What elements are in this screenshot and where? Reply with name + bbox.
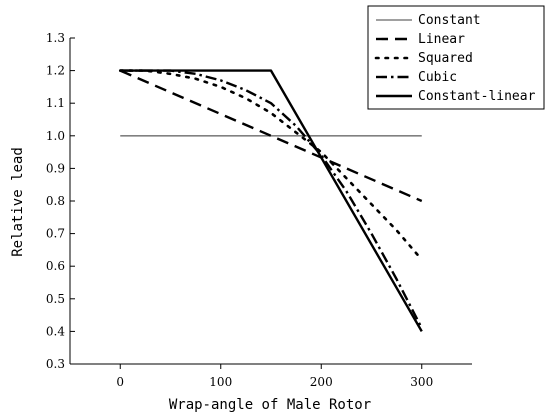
y-tick-label: 1.0 bbox=[46, 129, 65, 143]
y-tick-label: 1.2 bbox=[46, 64, 65, 78]
y-tick-label: 0.4 bbox=[46, 324, 65, 338]
y-tick-label: 0.7 bbox=[46, 227, 65, 241]
y-tick-label: 0.5 bbox=[46, 292, 65, 306]
axes: 0.3 0.4 0.5 0.6 0.7 0.8 0.9 1.0 1.1 1.2 1.3 0 100 200… bbox=[46, 31, 472, 389]
y-tick-label: 0.3 bbox=[46, 357, 65, 371]
y-tick-label: 0.8 bbox=[46, 194, 65, 208]
series-line-constant-linear bbox=[120, 69, 423, 333]
legend-label: Squared bbox=[418, 51, 473, 66]
legend-label: Linear bbox=[418, 32, 465, 47]
x-tick-label: 100 bbox=[209, 375, 232, 389]
y-tick-label: 0.6 bbox=[46, 259, 65, 273]
series-line-squared bbox=[118, 69, 424, 261]
x-axis-title: Wrap-angle of Male Rotor bbox=[169, 397, 371, 413]
legend-label: Cubic bbox=[418, 70, 457, 85]
x-tick-label: 200 bbox=[310, 375, 333, 389]
y-tick-label: 1.3 bbox=[46, 31, 65, 45]
legend: Constant Linear Squared Cubic Constant-linea… bbox=[367, 5, 545, 110]
x-tick-label: 0 bbox=[116, 375, 124, 389]
series-layer bbox=[118, 69, 424, 333]
x-tick-label: 300 bbox=[410, 375, 433, 389]
y-axis-title: Relative lead bbox=[10, 147, 26, 257]
series-line-linear bbox=[119, 69, 423, 203]
legend-label: Constant-linear bbox=[418, 89, 536, 104]
y-tick-label: 0.9 bbox=[46, 161, 65, 175]
y-tick-label: 1.1 bbox=[46, 96, 65, 110]
legend-label: Constant bbox=[418, 13, 481, 28]
